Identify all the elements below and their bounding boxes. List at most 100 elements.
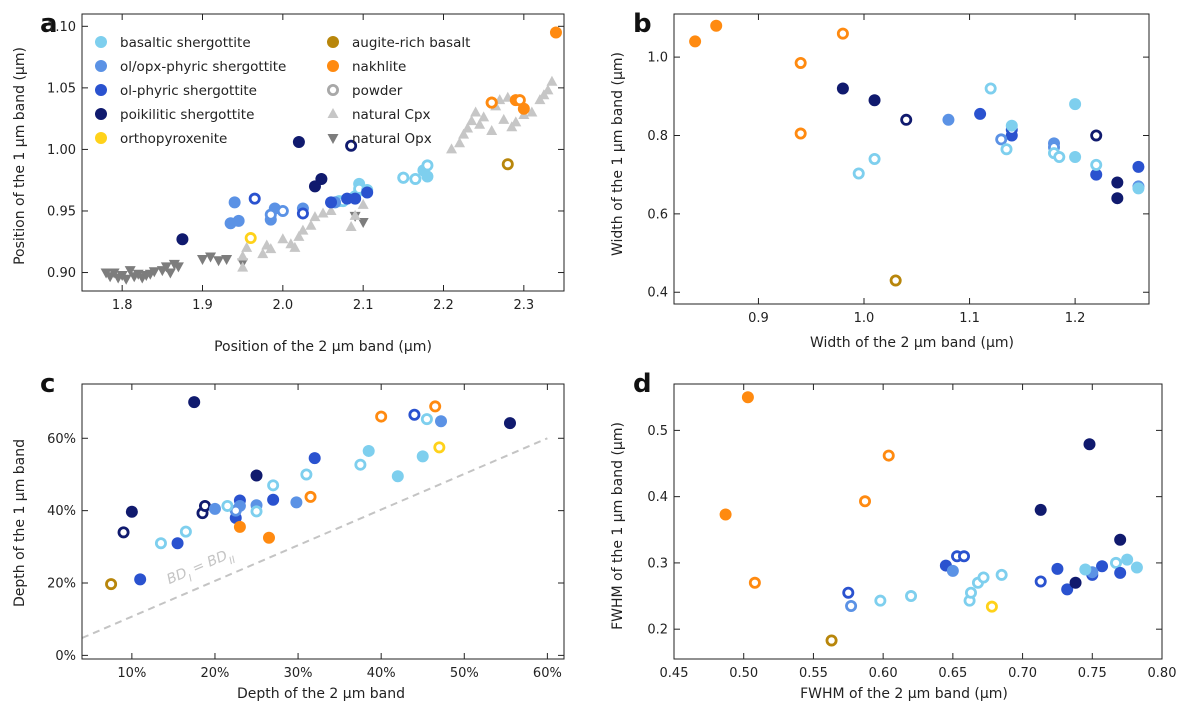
x-tick-label: 20% xyxy=(201,666,230,681)
point-basaltic xyxy=(397,171,410,184)
point-cpx xyxy=(470,106,482,117)
point-augite xyxy=(105,578,118,591)
point-cpx xyxy=(277,233,289,244)
reference-line-label: BDI = BDII xyxy=(165,545,238,592)
point-basaltic xyxy=(1005,119,1018,132)
x-tick-label: 0.9 xyxy=(748,311,769,326)
point-olphyric xyxy=(308,452,321,465)
panel-a-frame xyxy=(81,13,565,292)
point-opx xyxy=(205,252,217,263)
panel-a-ylabel: Position of the 1 μm band (μm) xyxy=(12,47,28,265)
point-poikilitic xyxy=(900,113,913,126)
point-poikilitic xyxy=(1083,438,1096,451)
point-cpx xyxy=(510,116,522,127)
point-poikilitic xyxy=(345,139,358,152)
legend-label-olopx: ol/opx-phyric shergottite xyxy=(120,59,286,75)
point-orthopyroxenite xyxy=(433,441,446,454)
x-tick-label: 1.1 xyxy=(959,311,980,326)
point-opx xyxy=(120,274,132,285)
point-olopx xyxy=(276,204,289,217)
point-nakhlite xyxy=(513,94,526,107)
point-olphyric xyxy=(1051,562,1064,575)
point-basaltic xyxy=(964,586,977,599)
point-basaltic xyxy=(868,152,881,165)
y-tick-label: 0.4 xyxy=(647,490,668,505)
point-poikilitic xyxy=(198,499,211,512)
x-tick-label: 0.45 xyxy=(660,666,689,681)
panel-b: b Width of the 2 μm band (μm) Width of t… xyxy=(610,9,1150,351)
point-olphyric xyxy=(1096,560,1109,573)
point-opx xyxy=(172,262,184,273)
point-nakhlite xyxy=(262,531,275,544)
point-cpx xyxy=(305,219,317,230)
point-opx xyxy=(160,262,172,273)
panel-c-xlabel: Depth of the 2 μm band xyxy=(237,686,405,702)
point-olphyric xyxy=(267,493,280,506)
point-nakhlite xyxy=(794,56,807,69)
point-cpx xyxy=(241,241,253,252)
legend-label-orthopyroxenite: orthopyroxenite xyxy=(120,131,227,147)
point-opx xyxy=(148,267,160,278)
y-tick-label: 1.10 xyxy=(47,20,76,35)
point-cpx xyxy=(526,106,538,117)
y-tick-label: 0.4 xyxy=(647,286,668,301)
point-nakhlite xyxy=(429,400,442,413)
point-cpx xyxy=(237,261,249,272)
point-opx xyxy=(221,254,233,265)
point-basaltic xyxy=(362,444,375,457)
point-basaltic xyxy=(1000,143,1013,156)
x-tick-label: 1.2 xyxy=(1065,311,1086,326)
point-cpx xyxy=(542,84,554,95)
point-cpx xyxy=(349,209,361,220)
x-tick-label: 0.60 xyxy=(869,666,898,681)
point-basaltic xyxy=(154,537,167,550)
x-tick-label: 50% xyxy=(450,666,479,681)
point-poikilitic xyxy=(315,172,328,185)
point-basaltic xyxy=(1109,556,1122,569)
legend-marker-olphyric xyxy=(95,84,107,96)
point-cpx xyxy=(297,224,309,235)
point-cpx xyxy=(237,250,249,261)
legend-marker-powder xyxy=(326,84,339,97)
point-olopx xyxy=(208,502,221,515)
point-basaltic xyxy=(409,172,422,185)
x-tick-label: 1.0 xyxy=(854,311,875,326)
panel-c-ylabel: Depth of the 1 μm band xyxy=(12,439,28,607)
panel-a: a Position of the 2 μm band (μm) Positio… xyxy=(12,9,565,355)
point-olphyric xyxy=(958,550,971,563)
point-basaltic xyxy=(1079,563,1092,576)
x-tick-label: 10% xyxy=(117,666,146,681)
panel-c: c Depth of the 2 μm band Depth of the 1 … xyxy=(12,369,565,702)
point-basaltic xyxy=(905,590,918,603)
point-olopx xyxy=(946,564,959,577)
point-basaltic xyxy=(1069,151,1082,164)
point-olphyric xyxy=(974,107,987,120)
legend-item-opx: natural Opx xyxy=(327,131,432,147)
point-olopx xyxy=(264,208,277,221)
point-cpx xyxy=(466,115,478,126)
legend-label-opx: natural Opx xyxy=(352,131,432,147)
point-cpx xyxy=(462,122,474,133)
panel-b-xlabel: Width of the 2 μm band (μm) xyxy=(810,335,1014,351)
point-augite xyxy=(825,634,838,647)
point-olphyric xyxy=(1132,160,1145,173)
legend-item-augite: augite-rich basalt xyxy=(327,35,470,51)
panel-d-ylabel: FWHM of the 1 μm band (μm) xyxy=(610,422,626,630)
point-cpx xyxy=(446,143,458,154)
legend: basaltic shergottite ol/opx-phyric shergo… xyxy=(95,35,470,147)
point-cpx xyxy=(486,124,498,135)
panel-b-ylabel: Width of the 1 μm band (μm) xyxy=(610,52,626,256)
panel-d-xlabel: FWHM of the 2 μm band (μm) xyxy=(800,686,1008,702)
point-cpx xyxy=(317,207,329,218)
point-basaltic xyxy=(1130,561,1143,574)
panel-d-frame xyxy=(673,383,1163,660)
point-poikilitic xyxy=(250,469,263,482)
legend-label-cpx: natural Cpx xyxy=(352,107,431,123)
point-nakhlite xyxy=(375,410,388,423)
point-basaltic xyxy=(420,413,433,426)
x-tick-label: 1.8 xyxy=(112,298,133,313)
x-tick-label: 0.70 xyxy=(1008,666,1037,681)
reference-line xyxy=(81,437,548,639)
point-olopx xyxy=(942,113,955,126)
point-poikilitic xyxy=(1090,129,1103,142)
